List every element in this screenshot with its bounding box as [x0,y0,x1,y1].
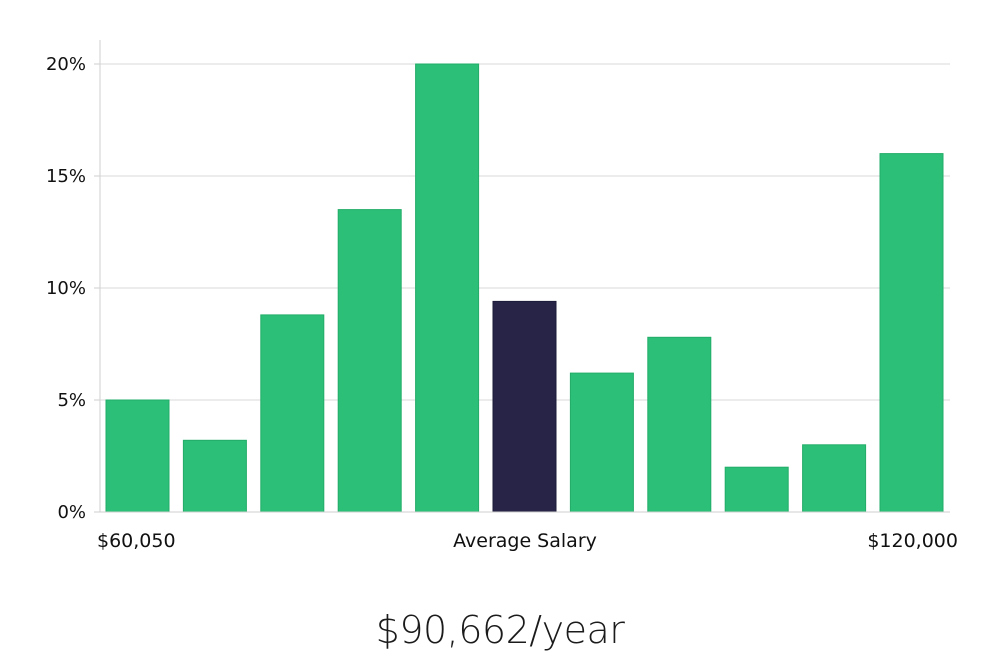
salary-distribution-chart: 0% 5% 10% 15% 20% $60,050 Average Salary $12… [46,40,958,552]
bar [337,209,402,513]
y-tick-labels: 0% 5% 10% 15% 20% [46,54,86,523]
y-tick-label: 15% [46,166,86,187]
bar [260,314,325,513]
bar [569,372,634,513]
x-label-average-salary: Average Salary [453,530,597,552]
y-tick-label: 5% [57,390,86,411]
bars [105,63,944,513]
x-label-max: $120,000 [867,530,958,552]
bar [724,466,789,513]
bar-average-salary [492,300,557,513]
axes [94,40,950,513]
x-label-min: $60,050 [97,530,176,552]
bar [105,399,170,513]
bar [879,153,944,513]
average-salary-value: $90,662/year [375,608,625,652]
bar [647,336,712,513]
bar [415,63,480,513]
x-labels: $60,050 Average Salary $120,000 [97,530,958,552]
y-tick-label: 20% [46,54,86,75]
y-tick-label: 0% [57,502,86,523]
bar [802,444,867,513]
y-tick-label: 10% [46,278,86,299]
bar [182,439,247,513]
